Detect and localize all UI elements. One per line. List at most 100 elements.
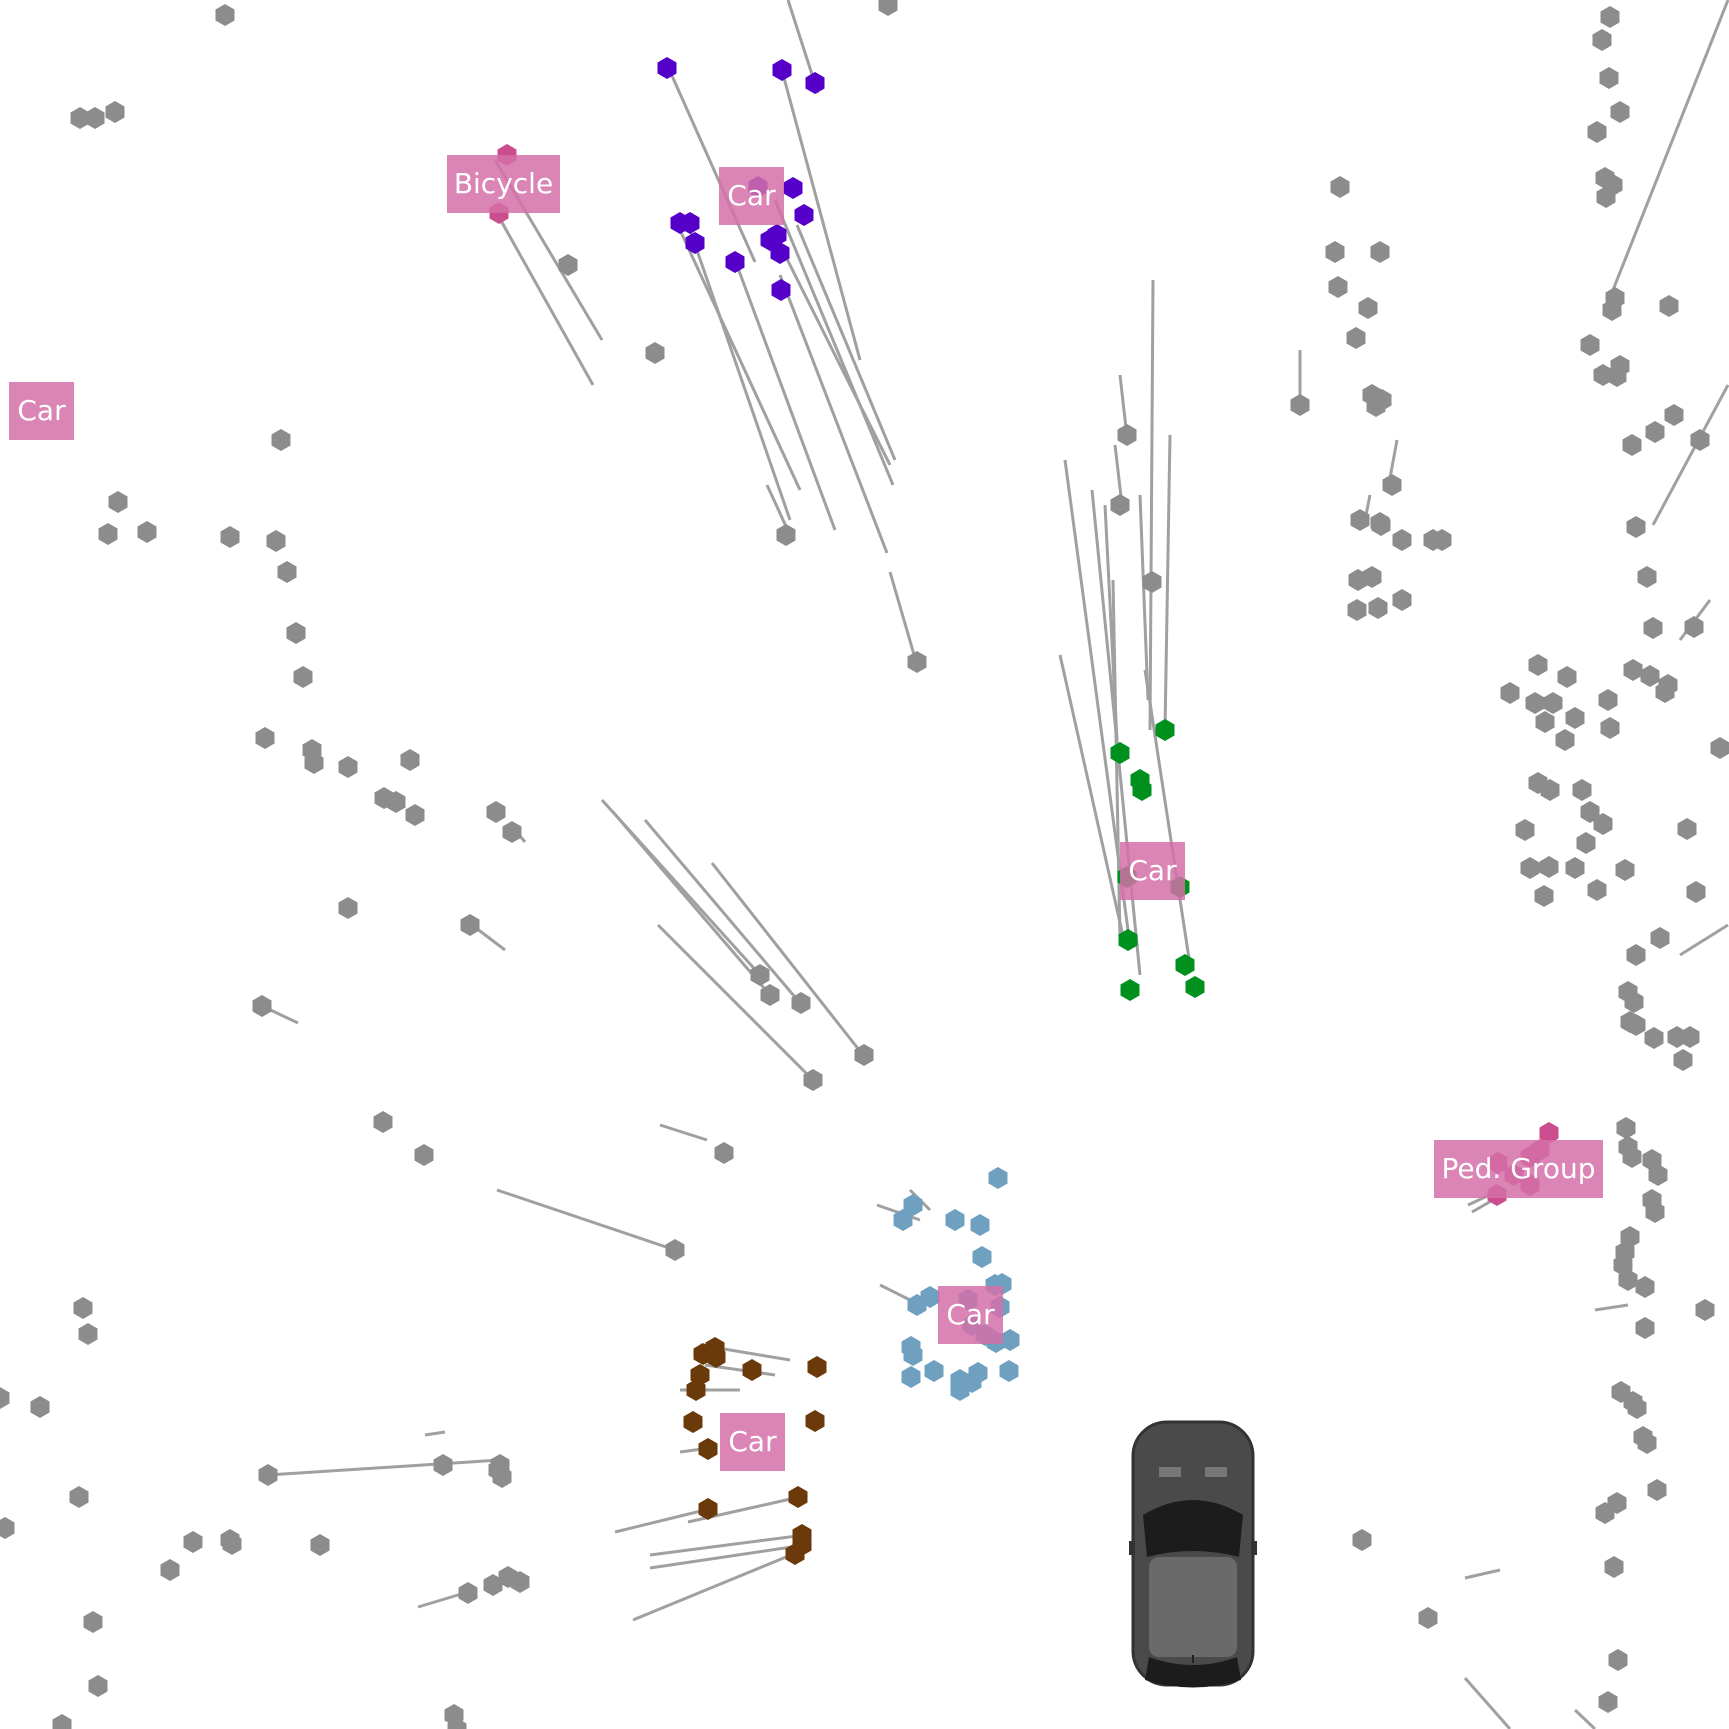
point-marker xyxy=(1650,927,1670,949)
point-marker xyxy=(1565,707,1585,729)
point-marker xyxy=(215,4,235,26)
point-marker xyxy=(1710,737,1729,759)
point-marker xyxy=(1368,597,1388,619)
point-marker xyxy=(266,530,286,552)
track-line xyxy=(773,199,895,486)
point-marker xyxy=(776,524,796,546)
car-top-point xyxy=(783,177,803,199)
point-marker xyxy=(1622,1146,1642,1168)
point-marker xyxy=(1635,1276,1655,1298)
point-marker xyxy=(1608,1649,1628,1671)
point-marker xyxy=(1587,879,1607,901)
car-green-point xyxy=(1118,929,1138,951)
point-marker xyxy=(1290,394,1310,416)
point-marker xyxy=(1598,689,1618,711)
car-top-point xyxy=(771,279,791,301)
car-top-point xyxy=(725,251,745,273)
track-line xyxy=(632,1546,809,1622)
car-blue-point xyxy=(893,1209,913,1231)
track-line xyxy=(614,1508,706,1534)
point-marker xyxy=(1535,711,1555,733)
point-marker xyxy=(386,791,406,813)
point-marker xyxy=(271,429,291,451)
car-green-point xyxy=(1120,979,1140,1001)
track-line xyxy=(1148,279,1155,731)
point-marker xyxy=(791,992,811,1014)
car-blue-point xyxy=(901,1366,921,1388)
point-marker xyxy=(1610,101,1630,123)
point-marker xyxy=(1680,1026,1700,1048)
track-line xyxy=(1611,0,1729,291)
track-line xyxy=(778,274,889,554)
point-marker xyxy=(1346,327,1366,349)
point-marker xyxy=(255,727,275,749)
track-line xyxy=(659,1123,708,1142)
point-marker xyxy=(1623,659,1643,681)
point-marker xyxy=(1602,299,1622,321)
track-line xyxy=(1573,1708,1597,1729)
car-green-point xyxy=(1175,954,1195,976)
label-car-near-left: Car xyxy=(720,1413,785,1471)
point-marker xyxy=(222,1533,242,1555)
point-marker xyxy=(1659,295,1679,317)
point-marker xyxy=(1622,434,1642,456)
track-line xyxy=(1163,434,1172,731)
point-marker xyxy=(73,1297,93,1319)
point-marker xyxy=(1576,832,1596,854)
point-marker xyxy=(1540,779,1560,801)
car-green-point xyxy=(1155,719,1175,741)
car-top-point xyxy=(657,57,677,79)
point-marker xyxy=(277,561,297,583)
car-green-point xyxy=(1185,976,1205,998)
car-top-point xyxy=(680,212,700,234)
car-brown-point xyxy=(785,1543,805,1565)
point-marker xyxy=(1543,692,1563,714)
point-marker xyxy=(1525,692,1545,714)
track-line xyxy=(733,259,837,531)
point-marker xyxy=(1618,1269,1638,1291)
point-marker xyxy=(1347,599,1367,621)
point-marker xyxy=(1565,857,1585,879)
car-brown-point xyxy=(683,1411,703,1433)
point-marker xyxy=(1350,509,1370,531)
car-blue-point xyxy=(945,1209,965,1231)
point-marker xyxy=(1626,1014,1646,1036)
point-marker xyxy=(1599,67,1619,89)
car-top-point xyxy=(772,59,792,81)
point-marker xyxy=(1686,881,1706,903)
label-car-top-left: Car xyxy=(9,382,74,440)
point-marker xyxy=(98,523,118,545)
label-bicycle: Bicycle xyxy=(447,155,560,213)
label-car-center: Car xyxy=(1120,842,1185,900)
point-marker xyxy=(1607,365,1627,387)
point-marker xyxy=(458,1582,478,1604)
point-marker xyxy=(1110,494,1130,516)
car-top-point xyxy=(685,232,705,254)
point-marker xyxy=(310,1534,330,1556)
car-top-point xyxy=(767,224,787,246)
point-marker xyxy=(1382,474,1402,496)
car-top-point xyxy=(770,242,790,264)
point-marker xyxy=(1580,334,1600,356)
track-line xyxy=(1464,1568,1501,1580)
point-marker xyxy=(338,897,358,919)
point-marker xyxy=(1637,1432,1657,1454)
point-marker xyxy=(1664,404,1684,426)
car-top-point xyxy=(805,72,825,94)
point-marker xyxy=(433,1454,453,1476)
label-car-top: Car xyxy=(719,167,784,225)
point-marker xyxy=(854,1044,874,1066)
point-marker xyxy=(258,1464,278,1486)
point-marker xyxy=(1593,813,1613,835)
point-marker xyxy=(1539,856,1559,878)
track-line xyxy=(1594,1303,1629,1312)
point-marker xyxy=(1684,616,1704,638)
point-marker xyxy=(1328,276,1348,298)
track-line xyxy=(424,1430,446,1437)
point-marker xyxy=(447,1718,467,1729)
point-marker xyxy=(1624,991,1644,1013)
point-marker xyxy=(1366,395,1386,417)
